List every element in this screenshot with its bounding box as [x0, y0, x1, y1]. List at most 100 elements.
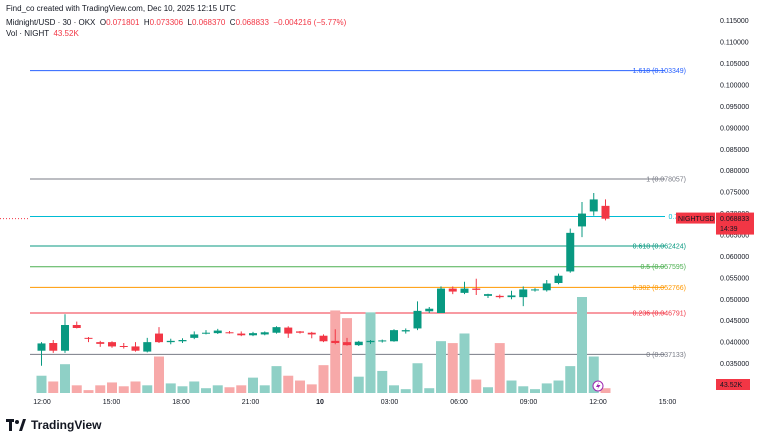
symbol-name[interactable]: Midnight/USD · 30 · OKX — [6, 18, 96, 27]
volume-bar — [283, 375, 294, 393]
candle-body — [213, 330, 222, 334]
symbol-badge — [676, 212, 715, 224]
candle-body — [307, 332, 316, 335]
volume-bar — [518, 386, 529, 393]
candle-body — [413, 310, 422, 329]
fib-label: 0.618 (0.062424) — [633, 244, 686, 251]
volume-value: 43.52K — [53, 29, 79, 38]
volume-bar — [36, 375, 47, 393]
candle-body — [166, 340, 175, 343]
volume-bar — [177, 386, 188, 393]
fib-label: 0.5 (0.057595) — [640, 264, 686, 271]
volume-bar — [95, 385, 106, 393]
volume-bar — [471, 379, 482, 393]
candle-body — [566, 232, 575, 272]
price-badges: NIGHTUSD 0.068833 14:39 43.52K — [0, 212, 754, 392]
volume-bar — [259, 385, 270, 393]
volume-bar — [577, 297, 587, 393]
volume-bar — [530, 389, 540, 393]
volume-badge-text: 43.52K — [720, 382, 743, 389]
volume-bar — [483, 387, 493, 393]
candle-body — [131, 346, 140, 351]
volume-bar — [459, 333, 470, 393]
high-value: 0.073306 — [149, 18, 184, 27]
volume-bar — [48, 381, 59, 393]
volume-bar — [412, 363, 423, 393]
y-tick-label: 0.080000 — [720, 168, 749, 175]
candle-body — [531, 289, 539, 291]
volume-bar — [212, 385, 223, 393]
last-price-text: 0.068833 — [720, 216, 749, 223]
volume-bar — [330, 310, 341, 393]
candle-body — [331, 340, 340, 343]
volume-bar — [553, 380, 564, 393]
candle-body — [49, 343, 58, 351]
fib-label: 1 (0.078057) — [646, 177, 686, 184]
tradingview-logo-text: TradingView — [31, 418, 102, 432]
volume-bar — [142, 385, 153, 393]
attribution-text: Find_co created with TradingView.com, De… — [6, 4, 236, 13]
candle-body — [554, 275, 563, 283]
y-tick-label: 0.100000 — [720, 83, 749, 90]
volume-bar — [189, 381, 200, 393]
volume-bar — [130, 381, 141, 393]
x-tick-label: 21:00 — [242, 399, 260, 406]
x-tick-label: 15:00 — [103, 399, 121, 406]
flash-icon — [592, 380, 604, 392]
x-tick-label: 10 — [316, 399, 324, 406]
candle-body — [249, 333, 257, 336]
candle-body — [284, 327, 293, 334]
candle-body — [437, 288, 445, 313]
volume-bar — [60, 364, 70, 393]
y-tick-label: 0.050000 — [720, 297, 749, 304]
y-tick-label: 0.110000 — [720, 40, 749, 47]
volume-bar — [154, 356, 164, 393]
candle-body — [319, 335, 328, 342]
volume-bar — [318, 365, 329, 393]
volume-bar — [541, 383, 552, 393]
y-tick-label: 0.035000 — [720, 361, 749, 368]
y-tick-label: 0.105000 — [720, 61, 749, 68]
volume-label[interactable]: Vol · NIGHT — [6, 29, 49, 38]
candle-body — [343, 342, 351, 346]
symbol-badge-text: NIGHTUSD — [678, 216, 715, 223]
candle-body — [542, 283, 551, 291]
x-tick-label: 12:00 — [589, 399, 607, 406]
candle-body — [190, 334, 199, 338]
candle-body — [108, 342, 116, 347]
candle-body — [472, 288, 481, 290]
candles — [37, 193, 610, 366]
candle-body — [578, 213, 586, 227]
volume-bar — [588, 356, 599, 393]
y-tick-label: 0.055000 — [720, 275, 749, 282]
high-key: H — [143, 18, 150, 27]
volume-bar — [436, 341, 446, 393]
candle-body — [119, 346, 128, 347]
tradingview-logo[interactable]: TradingView — [6, 418, 101, 432]
volume-bar — [107, 382, 117, 393]
low-key: L — [187, 18, 192, 27]
candle-body — [72, 325, 81, 328]
volume-bar — [83, 390, 94, 393]
volume-badge — [716, 379, 750, 390]
candle-body — [37, 343, 46, 351]
candle-body — [425, 308, 434, 312]
candle-body — [178, 340, 187, 342]
volume-bar — [306, 384, 317, 393]
volume-bars — [36, 297, 611, 393]
volume-bar — [271, 366, 282, 393]
volume-bar — [377, 370, 388, 393]
y-tick-label: 0.040000 — [720, 340, 749, 347]
candle-body — [296, 331, 304, 333]
candle-body — [495, 295, 504, 298]
volume-bar — [506, 380, 517, 393]
last-price-badge — [716, 212, 754, 235]
volume-bar — [447, 343, 458, 393]
y-tick-label: 0.090000 — [720, 125, 749, 132]
close-key: C — [229, 18, 236, 27]
volume-bar — [600, 388, 611, 393]
y-tick-label: 0.115000 — [720, 18, 749, 25]
y-tick-label: 0.095000 — [720, 104, 749, 111]
y-tick-label: 0.045000 — [720, 318, 749, 325]
